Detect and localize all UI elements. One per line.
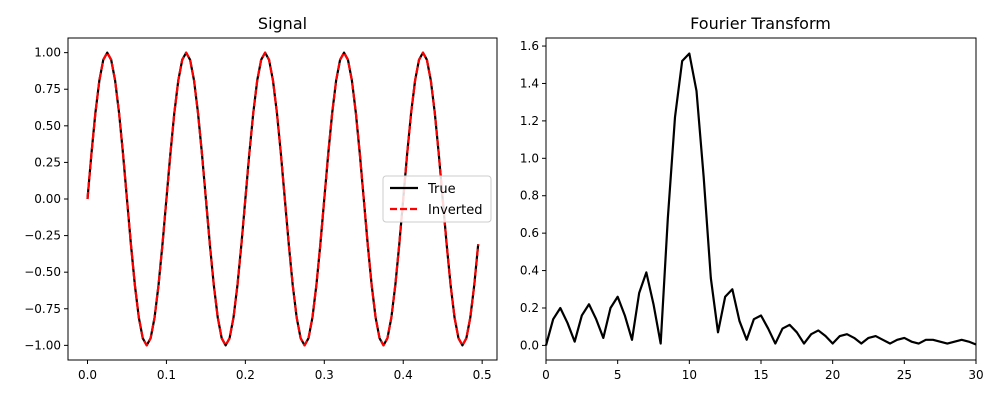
fourier-ytick-label: 1.0 (520, 151, 539, 165)
fourier-axes: Fourier Transform 0 5 10 15 20 25 300.00.20.40… (520, 14, 984, 382)
fourier-ticks: 0 5 10 15 20 25 30 0.0 0.2 0.4 0.6 0.8 1.0 1.2 1.4 1.6 (520, 39, 984, 382)
signal-ytick-label: −1.00 (24, 338, 61, 352)
fourier-xtick-label: 5 (614, 368, 622, 382)
signal-xtick-label: 0.2 (236, 368, 255, 382)
signal-lines (86, 51, 480, 347)
signal-ytick-label: −0.25 (24, 229, 61, 243)
fourier-ytick-label: 0.2 (520, 301, 539, 315)
signal-ytick-label: 0.00 (34, 192, 61, 206)
signal-ytick-label: −0.75 (24, 302, 61, 316)
fourier-ytick-label: 0.6 (520, 226, 539, 240)
signal-legend: True Inverted (382, 175, 492, 223)
signal-xtick-label: 0.5 (473, 368, 492, 382)
fourier-ytick-label: 0.4 (520, 264, 539, 278)
series-line-inverted (86, 51, 480, 347)
signal-xtick-label: 0.0 (78, 368, 97, 382)
signal-xtick-label: 0.4 (394, 368, 413, 382)
fourier-ytick-label: 1.4 (520, 76, 539, 90)
fourier-xtick-label: 25 (897, 368, 912, 382)
fourier-xtick-label: 0 (542, 368, 550, 382)
fourier-lines (544, 52, 977, 346)
signal-ticks: 0.0 0.1 0.2 0.3 0.4 0.5 1.00 0.75 0.50 0.25 0.00 −0… (24, 46, 491, 382)
fourier-ytick-label: 0.0 (520, 338, 539, 352)
signal-xtick-label: 0.1 (157, 368, 176, 382)
legend-label-true: True (427, 182, 456, 197)
fourier-title: Fourier Transform (690, 14, 831, 33)
signal-ytick-label: 0.50 (34, 119, 61, 133)
signal-axes: Signal 0.0 0.1 0.2 0.3 0.4 0.5 1.00 0.75 0.50 0.2… (24, 14, 498, 382)
fourier-ytick-label: 1.6 (520, 39, 539, 53)
fourier-xtick-label: 10 (682, 368, 697, 382)
spectrum-line (544, 52, 977, 346)
fourier-xtick-label: 20 (825, 368, 840, 382)
signal-ytick-label: 1.00 (34, 46, 61, 60)
fourier-xtick-label: 30 (968, 368, 983, 382)
fourier-ytick-label: 0.8 (520, 189, 539, 203)
signal-title: Signal (258, 14, 307, 33)
fourier-ytick-label: 1.2 (520, 114, 539, 128)
legend-label-inverted: Inverted (428, 203, 482, 218)
fourier-xtick-label: 15 (753, 368, 768, 382)
signal-ytick-label: 0.75 (34, 82, 61, 96)
signal-ytick-label: −0.50 (24, 265, 61, 279)
signal-ytick-label: 0.25 (34, 155, 61, 169)
signal-xtick-label: 0.3 (315, 368, 334, 382)
